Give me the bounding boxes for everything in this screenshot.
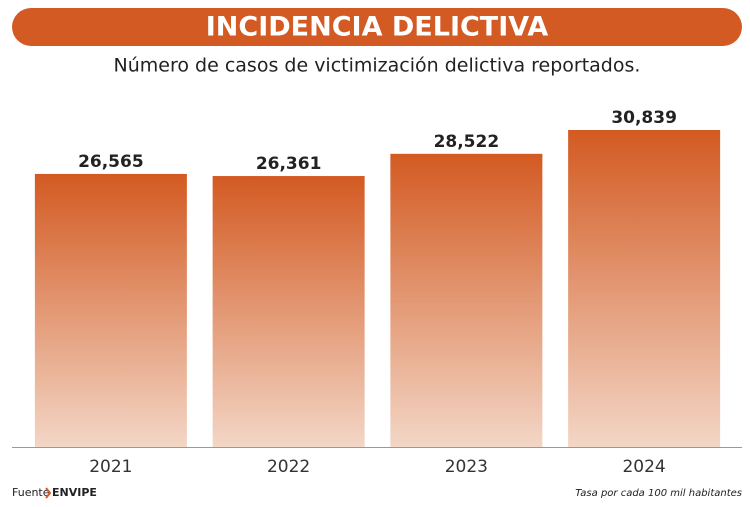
bar — [34, 173, 187, 447]
note: Tasa por cada 100 mil habitantes — [575, 488, 742, 499]
x-tick-label: 2024 — [622, 457, 665, 477]
bar — [390, 153, 543, 447]
value-label: 26,565 — [78, 152, 144, 172]
x-tick-label: 2021 — [89, 457, 132, 477]
source: ENVIPE — [52, 486, 97, 499]
x-tick-label: 2023 — [445, 457, 488, 477]
title-banner — [12, 8, 742, 46]
bar — [568, 130, 721, 447]
value-label: 28,522 — [434, 132, 500, 152]
bar — [212, 176, 365, 448]
chart-title: INCIDENCIA DELICTIVA — [206, 12, 549, 43]
chart-subtitle: Número de casos de victimización delicti… — [114, 55, 641, 77]
source-arrow — [45, 487, 52, 499]
value-label: 26,361 — [256, 154, 322, 174]
source-label: Fuente — [12, 486, 50, 499]
x-tick-label: 2022 — [267, 457, 310, 477]
value-label: 30,839 — [611, 108, 677, 128]
